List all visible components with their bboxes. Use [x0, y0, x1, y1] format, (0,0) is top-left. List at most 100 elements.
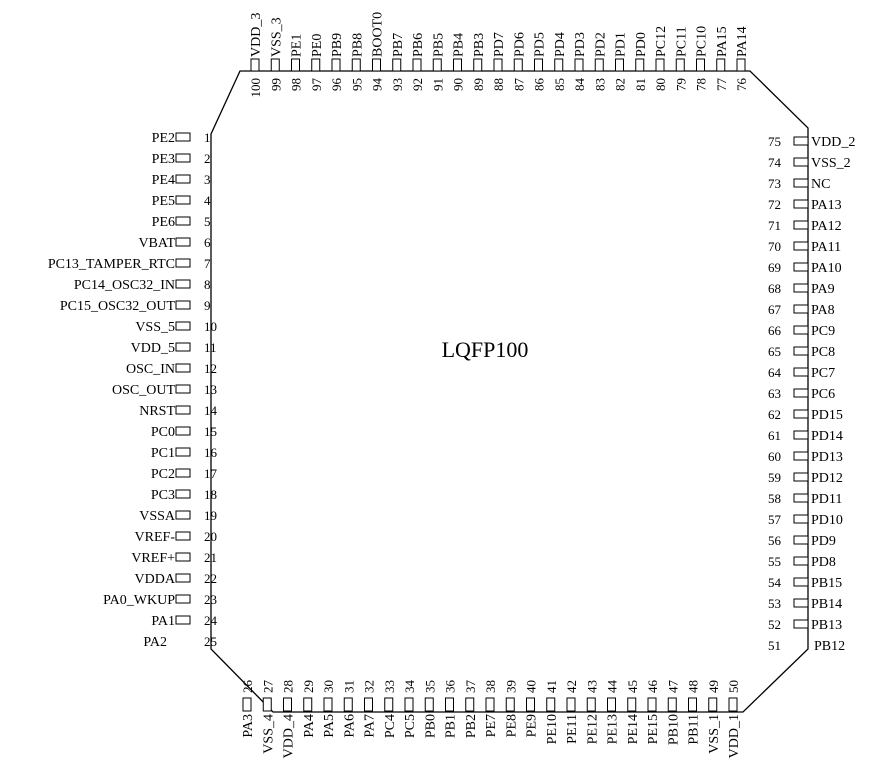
pin-name: PD2	[593, 32, 608, 57]
pin-pad	[793, 577, 809, 587]
pin-name: PE1	[290, 34, 305, 57]
pin-number: 14	[204, 403, 218, 418]
pin-number: 21	[204, 550, 217, 565]
pin-number: 87	[511, 78, 526, 92]
pin-number: 12	[204, 361, 217, 376]
pin-name: PD0	[634, 32, 649, 57]
pin-number: 79	[673, 78, 688, 91]
pin-name: PE9	[525, 714, 540, 737]
pin-name: PD4	[553, 32, 568, 57]
pin-name: PC6	[811, 387, 835, 402]
pin-number: 42	[564, 680, 579, 693]
pin-number: 78	[694, 78, 709, 91]
pin-pad	[667, 697, 677, 712]
pin-number: 65	[768, 344, 781, 359]
pin-pad	[175, 531, 191, 541]
pin-name: PA12	[811, 219, 842, 234]
pin-number: 39	[503, 680, 518, 693]
pin-name: PD15	[811, 408, 843, 423]
pin-number: 80	[653, 78, 668, 91]
pin-number: 11	[204, 340, 217, 355]
pin-number: 52	[768, 617, 781, 632]
pin-number: 68	[768, 281, 781, 296]
pin-name: VDD_4	[282, 714, 297, 758]
pin-pad	[793, 136, 809, 146]
pin-name: PC4	[383, 714, 398, 738]
pin-number: 82	[613, 78, 628, 91]
pin-name: PC9	[811, 324, 835, 339]
pin-pad	[175, 216, 191, 226]
pin-name: PC10	[695, 26, 710, 57]
pin-name: PB6	[411, 33, 426, 57]
pin-pad	[303, 697, 313, 712]
pin-pad	[793, 388, 809, 398]
pin-name: PC2	[151, 467, 175, 482]
pin-pad	[291, 58, 300, 72]
pin-pad	[175, 258, 191, 268]
pin-number: 45	[625, 680, 640, 693]
pin-pad	[485, 697, 495, 712]
pin-number: 22	[204, 571, 217, 586]
pin-name: PC14_OSC32_IN	[74, 278, 175, 293]
pin-number: 18	[204, 487, 217, 502]
pin-name: PA11	[811, 240, 841, 255]
pin-number: 83	[592, 78, 607, 91]
pin-number: 35	[422, 680, 437, 693]
pin-pad	[607, 697, 616, 712]
pin-number: 33	[382, 680, 397, 693]
pin-pad	[323, 697, 333, 712]
pin-name: VDD_2	[811, 135, 855, 150]
pin-number: 85	[552, 78, 567, 91]
pin-pad	[736, 58, 746, 72]
pin-pad	[175, 594, 191, 604]
pin-number: 67	[768, 302, 782, 317]
pin-name: PE11	[565, 714, 580, 744]
pin-pad	[526, 697, 535, 712]
pin-name: PB11	[687, 714, 702, 745]
pin-number: 91	[430, 78, 445, 91]
bottom-pin-group: 26 PA3 27 VSS_4 28 VDD_4 29 PA4 30 PA5 31 PA6 32 PA7 3…	[240, 680, 742, 759]
pin-name: PB10	[666, 714, 681, 745]
pin-number: 3	[204, 172, 211, 187]
pin-number: 31	[341, 680, 356, 693]
pin-name: PC3	[151, 488, 175, 503]
pin-number: 54	[768, 575, 782, 590]
pin-pad	[627, 697, 637, 712]
pin-number: 81	[633, 78, 648, 91]
pin-pad	[270, 58, 280, 72]
pin-pad	[262, 697, 272, 712]
pin-pad	[793, 220, 809, 230]
pin-number: 56	[768, 533, 782, 548]
pin-number: 98	[289, 78, 304, 91]
pin-name: PA10	[811, 261, 842, 276]
pin-pad	[728, 697, 738, 712]
pin-pad	[793, 241, 809, 251]
pin-name: PD12	[811, 471, 843, 486]
pin-pad	[175, 510, 191, 520]
pin-name: PC8	[811, 345, 835, 360]
pin-pad	[793, 199, 809, 209]
pin-pad	[594, 58, 604, 72]
pin-pad	[311, 58, 321, 72]
pin-pad	[175, 573, 191, 583]
pin-name: PA15	[715, 26, 730, 57]
pin-number: 8	[204, 277, 211, 292]
pin-number: 60	[768, 449, 781, 464]
pin-name: PB9	[330, 33, 345, 57]
pin-name: PB0	[423, 714, 438, 738]
pin-pad	[793, 556, 809, 566]
pin-number: 70	[768, 239, 781, 254]
pin-number: 44	[605, 680, 620, 694]
pin-number: 51	[768, 638, 781, 653]
pin-name: PB7	[391, 33, 406, 57]
pin-number: 76	[734, 78, 749, 92]
pin-name: VBAT	[138, 236, 175, 251]
pin-name: PA3	[241, 714, 256, 738]
pin-number: 77	[714, 78, 729, 92]
pin-pad	[793, 346, 809, 356]
pin-name: PE7	[484, 714, 499, 737]
left-pin-group: PE2 1 PE3 2 PE4 3 PE5 4 PE6 5 VBAT 6 PC13_TAMPER_RTC…	[48, 130, 218, 650]
pin-name: PA14	[735, 26, 750, 57]
pin-pad	[793, 409, 809, 419]
